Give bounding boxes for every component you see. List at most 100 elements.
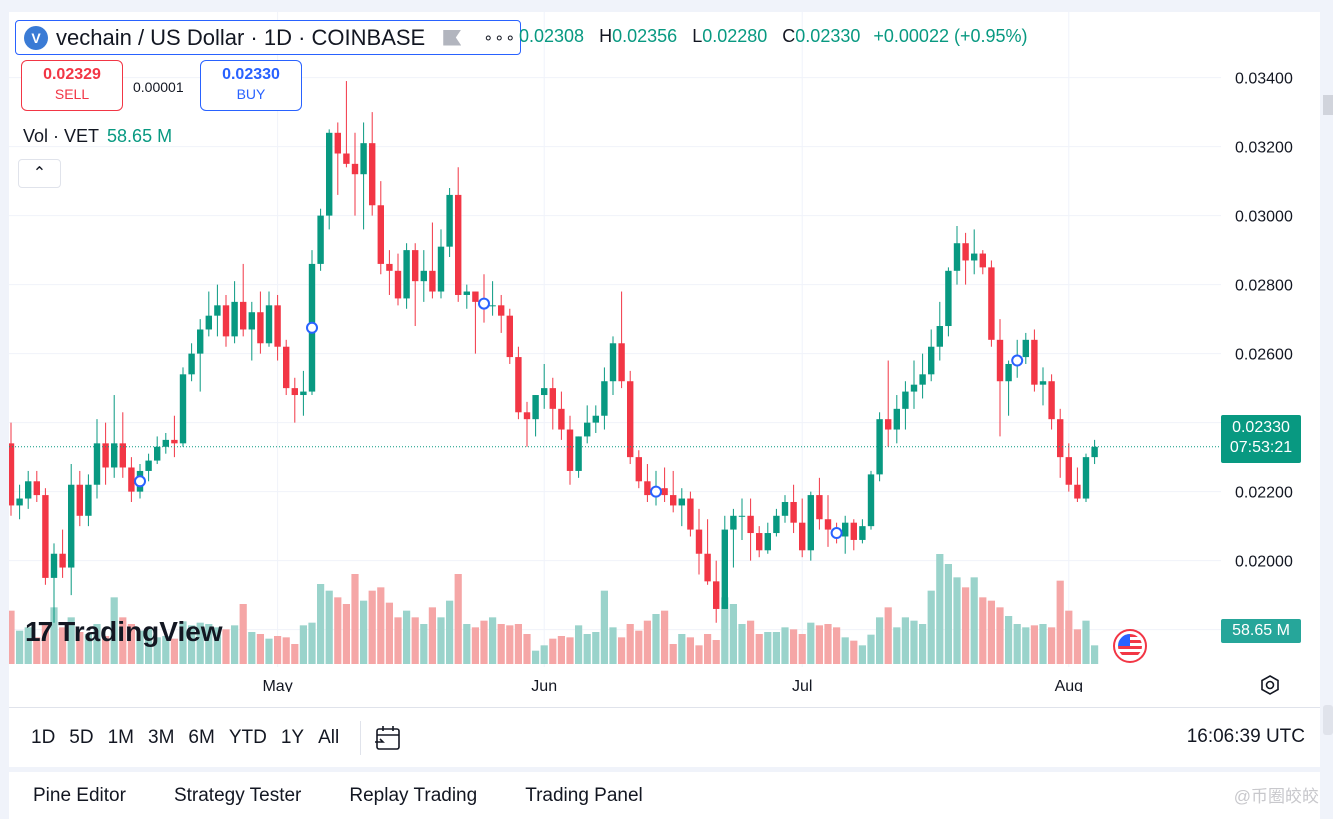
range-1d-button[interactable]: 1D: [31, 726, 56, 748]
buy-button[interactable]: 0.02330 BUY: [200, 60, 302, 111]
range-3m-button[interactable]: 3M: [148, 726, 175, 748]
symbol-header[interactable]: V vechain / US Dollar · 1D · COINBASE ∘∘…: [15, 20, 521, 55]
candle-body: [867, 474, 875, 527]
candle-body: [369, 143, 376, 206]
event-marker-icon: [134, 475, 146, 488]
chart-pane[interactable]: 0.034000.032000.030000.028000.026000.024…: [9, 12, 1320, 767]
candle-body: [558, 408, 565, 430]
right-panel-expand-icon[interactable]: [1323, 705, 1333, 735]
candle-body: [523, 412, 531, 420]
range-6m-button[interactable]: 6M: [188, 726, 215, 748]
candle: [1065, 443, 1072, 492]
volume-bar: [308, 622, 316, 664]
volume-bar: [454, 574, 462, 664]
candle-body: [248, 312, 255, 330]
candle-body: [893, 408, 900, 430]
more-icon[interactable]: ∘∘∘: [483, 29, 517, 47]
candle: [33, 470, 40, 502]
volume-bar: [368, 590, 376, 664]
candle-body: [627, 381, 634, 458]
event-marker-icon: [1011, 354, 1024, 367]
price-chart[interactable]: 0.034000.032000.030000.028000.026000.024…: [9, 12, 1320, 692]
range-ytd-button[interactable]: YTD: [228, 726, 267, 748]
candle-body: [42, 495, 49, 578]
utc-clock[interactable]: 16:06:39 UTC: [1186, 726, 1305, 747]
candle: [979, 250, 986, 275]
volume-bar: [592, 632, 600, 664]
candle: [670, 470, 677, 513]
settings-icon[interactable]: [1259, 674, 1281, 696]
candle-body: [816, 495, 823, 520]
candle-body: [824, 519, 832, 530]
price-axis-label: 0.02000: [1235, 554, 1293, 571]
candle: [489, 281, 496, 316]
volume-bar: [996, 607, 1004, 664]
volume-bar: [213, 627, 221, 664]
candle: [1074, 467, 1081, 502]
volume-bar: [153, 637, 161, 664]
time-axis-label: Jul: [792, 678, 812, 692]
flag-icon[interactable]: [443, 29, 462, 46]
candle: [248, 301, 255, 361]
tab-replay-trading[interactable]: Replay Trading: [349, 784, 478, 806]
candle: [635, 450, 642, 489]
volume-bar: [970, 577, 978, 664]
candle: [842, 515, 849, 554]
volume-bar: [807, 622, 815, 664]
volume-bar: [265, 638, 273, 664]
candle-body: [1031, 339, 1038, 385]
candle: [394, 253, 402, 306]
volume-bar: [1065, 610, 1073, 664]
tab-trading-panel[interactable]: Trading Panel: [525, 784, 643, 806]
volume-bar: [93, 624, 101, 664]
volume-bar: [669, 644, 677, 664]
candle: [154, 436, 161, 465]
candle-body: [9, 443, 15, 506]
candle: [25, 470, 32, 509]
volume-bar: [334, 597, 342, 664]
volume-bar: [962, 587, 970, 664]
candle-body: [566, 429, 574, 471]
candle-body: [807, 495, 814, 551]
price-axis-label: 0.02800: [1235, 278, 1293, 295]
range-all-button[interactable]: All: [318, 726, 340, 748]
range-1y-button[interactable]: 1Y: [280, 726, 305, 748]
volume-bar: [755, 634, 763, 664]
collapse-chevron-icon[interactable]: ⌃: [18, 159, 61, 188]
candle-body: [687, 498, 694, 530]
candle: [326, 129, 333, 230]
range-1m-button[interactable]: 1M: [107, 726, 134, 748]
volume-bar: [480, 620, 488, 664]
candle: [283, 339, 290, 396]
candle-body: [128, 467, 135, 492]
candle: [437, 229, 445, 299]
volume-bar: [385, 602, 393, 664]
candle: [111, 395, 118, 478]
candle-body: [790, 501, 797, 523]
volume-bar: [798, 634, 806, 664]
candle-body: [403, 250, 410, 299]
candle: [566, 415, 574, 485]
volume-bar: [360, 600, 368, 664]
tab-strategy-tester[interactable]: Strategy Tester: [173, 784, 302, 806]
candle: [1022, 332, 1029, 364]
volume-bar: [188, 625, 196, 664]
range-5d-button[interactable]: 5D: [69, 726, 94, 748]
volume-bar: [1013, 624, 1021, 664]
us-flag-icon[interactable]: [1113, 629, 1147, 663]
sell-button[interactable]: 0.02329 SELL: [21, 60, 123, 111]
right-panel-handle[interactable]: [1323, 95, 1333, 115]
candle-body: [50, 553, 58, 578]
candle-body: [300, 391, 307, 396]
tab-pine-editor[interactable]: Pine Editor: [33, 784, 126, 806]
volume-bar: [738, 624, 746, 664]
candle: [68, 464, 75, 596]
candle-body: [68, 484, 75, 568]
tradingview-logo[interactable]: 17 TradingView: [25, 616, 223, 648]
go-to-date-icon[interactable]: [373, 723, 405, 753]
candle: [902, 381, 909, 430]
volume-bar: [609, 627, 617, 664]
volume-bar: [1022, 627, 1030, 664]
candle-body: [721, 529, 728, 609]
last-price-label: 0.02330 07:53:21: [1221, 415, 1301, 463]
